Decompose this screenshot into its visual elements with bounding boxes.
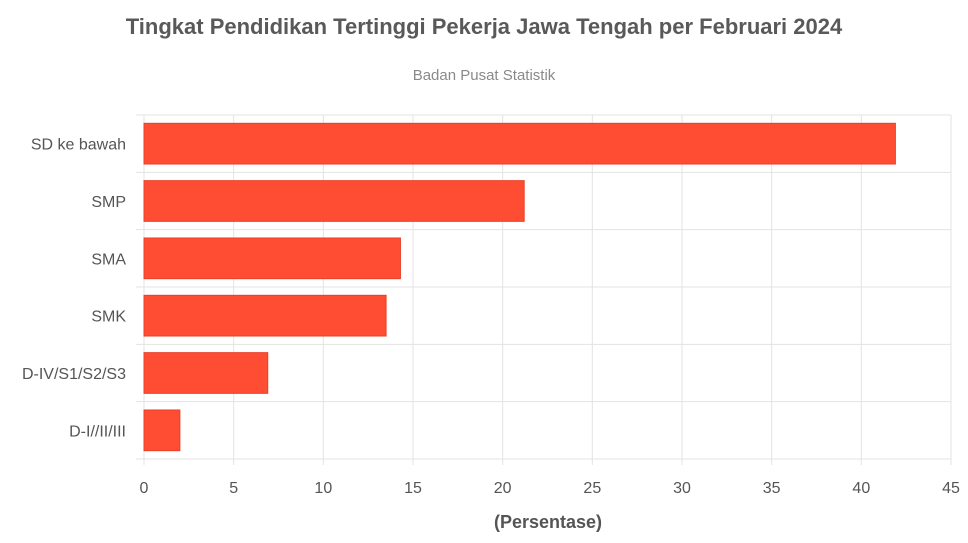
x-tick-label: 35 <box>763 480 781 497</box>
x-tick-label: 5 <box>229 480 238 497</box>
bar-4 <box>143 352 269 394</box>
y-tick-label: SMP <box>91 194 126 211</box>
x-tick-label: 30 <box>673 480 691 497</box>
x-tick-label: 40 <box>852 480 870 497</box>
y-tick-label: D-I//II/III <box>69 423 126 440</box>
bar-2 <box>143 237 401 280</box>
chart-title: Tingkat Pendidikan Tertinggi Pekerja Jaw… <box>125 14 843 39</box>
bar-5 <box>143 409 181 452</box>
x-tick-label: 0 <box>140 480 149 497</box>
y-axis-labels: SD ke bawah SMP SMA SMK D-IV/S1/S2/S3 D-I//II… <box>22 137 126 441</box>
chart-grid <box>136 114 952 465</box>
bar-1 <box>143 180 525 222</box>
x-tick-label: 15 <box>404 480 422 497</box>
chart-subtitle: Badan Pusat Statistik <box>412 67 556 84</box>
bar-3 <box>143 294 387 337</box>
y-tick-label: D-IV/S1/S2/S3 <box>22 366 126 383</box>
y-tick-label: SMA <box>91 251 126 268</box>
y-tick-label: SD ke bawah <box>31 137 126 154</box>
bar-0 <box>143 122 896 165</box>
x-axis-labels: 0 5 10 15 20 25 30 35 40 45 <box>140 480 960 497</box>
x-tick-label: 25 <box>583 480 601 497</box>
x-tick-label: 10 <box>314 480 332 497</box>
x-tick-label: 45 <box>942 480 960 497</box>
y-tick-label: SMK <box>91 309 126 326</box>
x-tick-label: 20 <box>494 480 512 497</box>
chart-bars <box>143 122 896 452</box>
x-axis-title: (Persentase) <box>494 512 602 532</box>
